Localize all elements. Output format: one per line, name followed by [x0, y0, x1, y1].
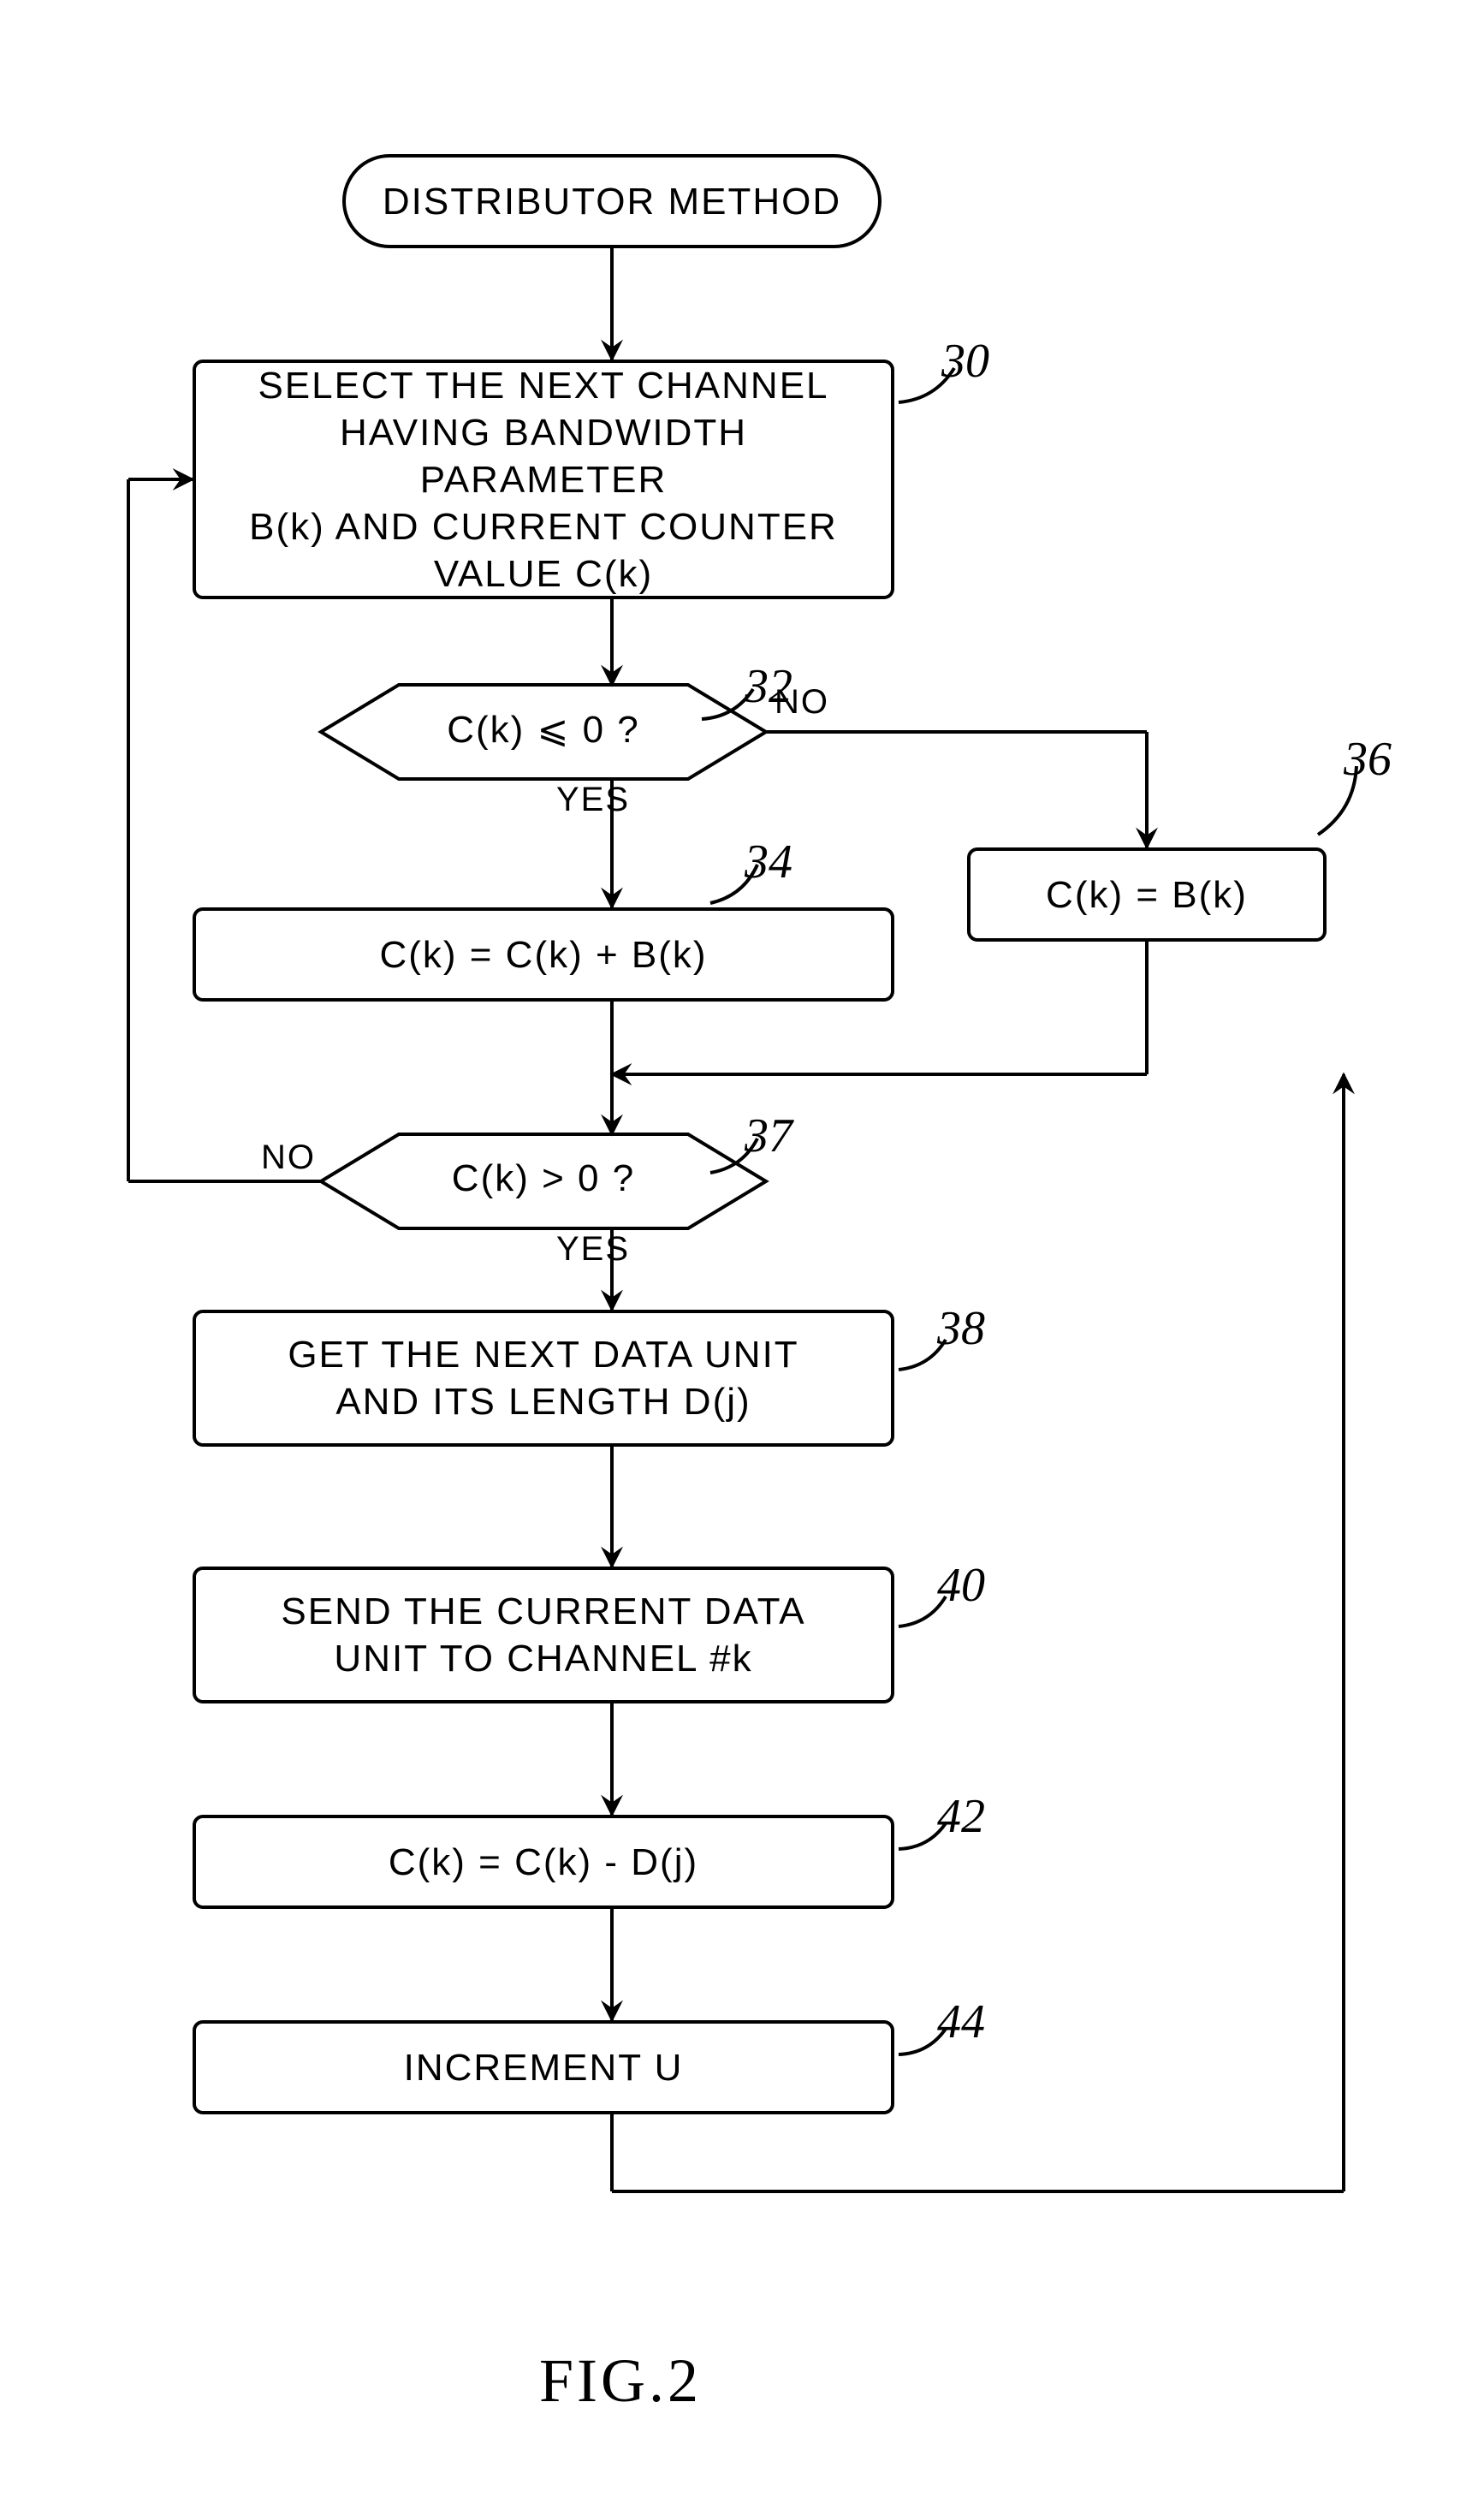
decision-d37: C(k) > 0 ? — [372, 1157, 715, 1200]
process-b30: SELECT THE NEXT CHANNELHAVING BANDWIDTH … — [193, 360, 894, 599]
process-b38: GET THE NEXT DATA UNITAND ITS LENGTH D(j… — [193, 1310, 894, 1447]
process-b34: C(k) = C(k) + B(k) — [193, 907, 894, 1002]
figure-label: FIG.2 — [539, 2345, 702, 2417]
ref-b30: 30 — [941, 334, 989, 389]
decision-d32: C(k) ⩽ 0 ? — [372, 708, 715, 752]
ref-b36: 36 — [1344, 732, 1392, 787]
ref-b38: 38 — [937, 1301, 985, 1356]
ref-b42: 42 — [937, 1789, 985, 1844]
process-b44: INCREMENT U — [193, 2020, 894, 2114]
flowchart-canvas: DISTRIBUTOR METHOD SELECT THE NEXT CHANNE… — [0, 0, 1484, 2509]
ref-b34: 34 — [745, 835, 792, 889]
ref-b44: 44 — [937, 1995, 985, 2049]
process-b36: C(k) = B(k) — [967, 847, 1327, 942]
no-d37: NO — [261, 1139, 316, 1177]
terminator-distributor-method: DISTRIBUTOR METHOD — [342, 154, 881, 248]
yes-d37: YES — [556, 1230, 630, 1269]
no-d32: NO — [775, 683, 829, 722]
ref-d37: 37 — [745, 1109, 792, 1163]
process-b42: C(k) = C(k) - D(j) — [193, 1815, 894, 1909]
yes-d32: YES — [556, 781, 630, 819]
ref-b40: 40 — [937, 1558, 985, 1613]
process-b40: SEND THE CURRENT DATAUNIT TO CHANNEL #k — [193, 1567, 894, 1703]
